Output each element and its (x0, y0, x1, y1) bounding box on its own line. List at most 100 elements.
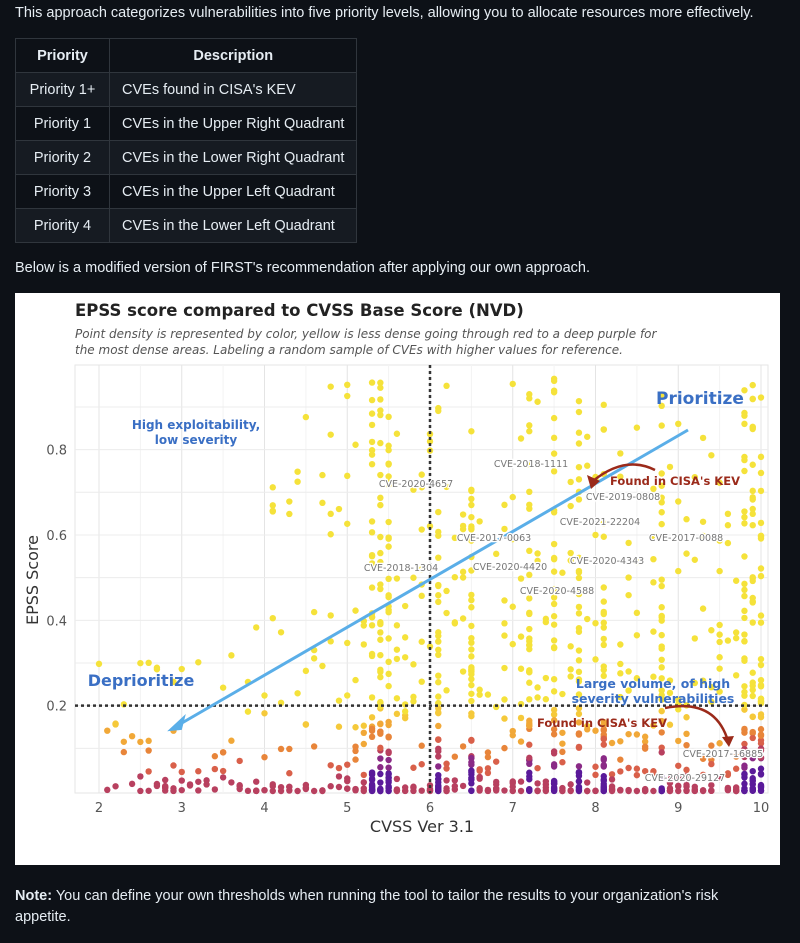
data-point (708, 684, 715, 691)
data-point (253, 624, 260, 631)
data-point (716, 665, 723, 672)
data-point (550, 717, 558, 724)
data-point (377, 702, 384, 710)
data-point (468, 767, 475, 774)
data-point (377, 651, 384, 659)
description-cell: CVEs in the Lower Left Quadrant (108, 208, 358, 243)
data-point (526, 428, 533, 435)
data-point (335, 773, 343, 780)
data-point (377, 407, 384, 414)
data-point (526, 595, 533, 602)
data-point (716, 654, 723, 661)
data-point (600, 584, 607, 591)
data-point (575, 778, 583, 785)
data-point (550, 434, 558, 442)
data-point (468, 774, 475, 782)
data-point (542, 778, 550, 785)
trend-arrow-line (174, 428, 689, 729)
data-point (550, 688, 558, 695)
data-point (650, 485, 657, 493)
data-point (435, 646, 442, 653)
data-point (542, 787, 550, 795)
data-point (294, 468, 301, 475)
data-point (401, 634, 409, 641)
data-point (319, 499, 326, 507)
data-point (219, 774, 227, 781)
data-point (757, 781, 765, 789)
data-point (228, 737, 235, 744)
data-point (468, 667, 475, 674)
data-point (335, 764, 343, 772)
data-point (277, 783, 285, 791)
data-point (617, 641, 624, 648)
data-point (600, 533, 607, 540)
data-point (137, 738, 144, 746)
table-row: Priority 1 CVEs in the Upper Right Quadra… (15, 106, 358, 141)
data-point (327, 612, 334, 619)
data-point (749, 781, 756, 788)
data-point (137, 773, 144, 780)
priority-table: Priority Description Priority 1+ CVEs fou… (15, 38, 358, 243)
data-point (675, 762, 682, 769)
data-point (468, 537, 475, 544)
data-point (393, 430, 401, 437)
data-point (683, 516, 690, 523)
data-point (377, 764, 384, 771)
data-point (162, 784, 169, 791)
data-point (377, 785, 384, 793)
arrow-head-icon (167, 713, 186, 732)
data-point (286, 770, 293, 777)
data-point (741, 420, 748, 428)
data-point (741, 467, 748, 475)
data-point (749, 713, 756, 720)
data-point (385, 413, 392, 421)
data-point (625, 539, 632, 547)
data-point (269, 787, 276, 795)
data-point (517, 665, 525, 672)
data-point (459, 525, 467, 533)
data-point (468, 591, 475, 599)
data-point (600, 756, 607, 764)
data-point (575, 569, 583, 576)
data-point (600, 773, 607, 780)
data-point (526, 571, 533, 579)
data-point (699, 434, 707, 442)
data-point (319, 662, 326, 670)
data-point (104, 727, 111, 734)
data-point (699, 518, 707, 525)
data-point (418, 565, 425, 573)
data-point (658, 494, 665, 501)
data-point (104, 786, 111, 794)
data-point (443, 765, 450, 772)
data-point (195, 659, 202, 666)
data-point (633, 558, 641, 566)
data-point (592, 656, 599, 663)
data-point (749, 786, 756, 794)
data-point (716, 621, 723, 629)
data-point (476, 766, 483, 773)
data-point (749, 505, 756, 513)
data-point (675, 773, 682, 780)
data-point (468, 737, 475, 744)
data-point (584, 726, 591, 733)
data-point (724, 771, 732, 779)
data-point (550, 554, 558, 562)
data-point (575, 647, 583, 654)
data-point (484, 753, 492, 761)
data-point (600, 721, 607, 728)
data-point (699, 787, 707, 794)
data-point (352, 441, 359, 448)
data-point (575, 408, 583, 416)
data-point (592, 787, 599, 795)
data-point (410, 787, 417, 795)
data-point (310, 608, 318, 616)
data-point (716, 740, 723, 747)
data-point (368, 529, 376, 536)
kev-arrow-top (592, 463, 656, 482)
data-point (749, 619, 756, 626)
arrow-head-icon (587, 475, 600, 489)
data-point (277, 629, 285, 636)
data-point (418, 592, 425, 600)
data-point (145, 768, 152, 775)
chart-svg: EPSS score compared to CVSS Base Score (… (23, 301, 769, 836)
